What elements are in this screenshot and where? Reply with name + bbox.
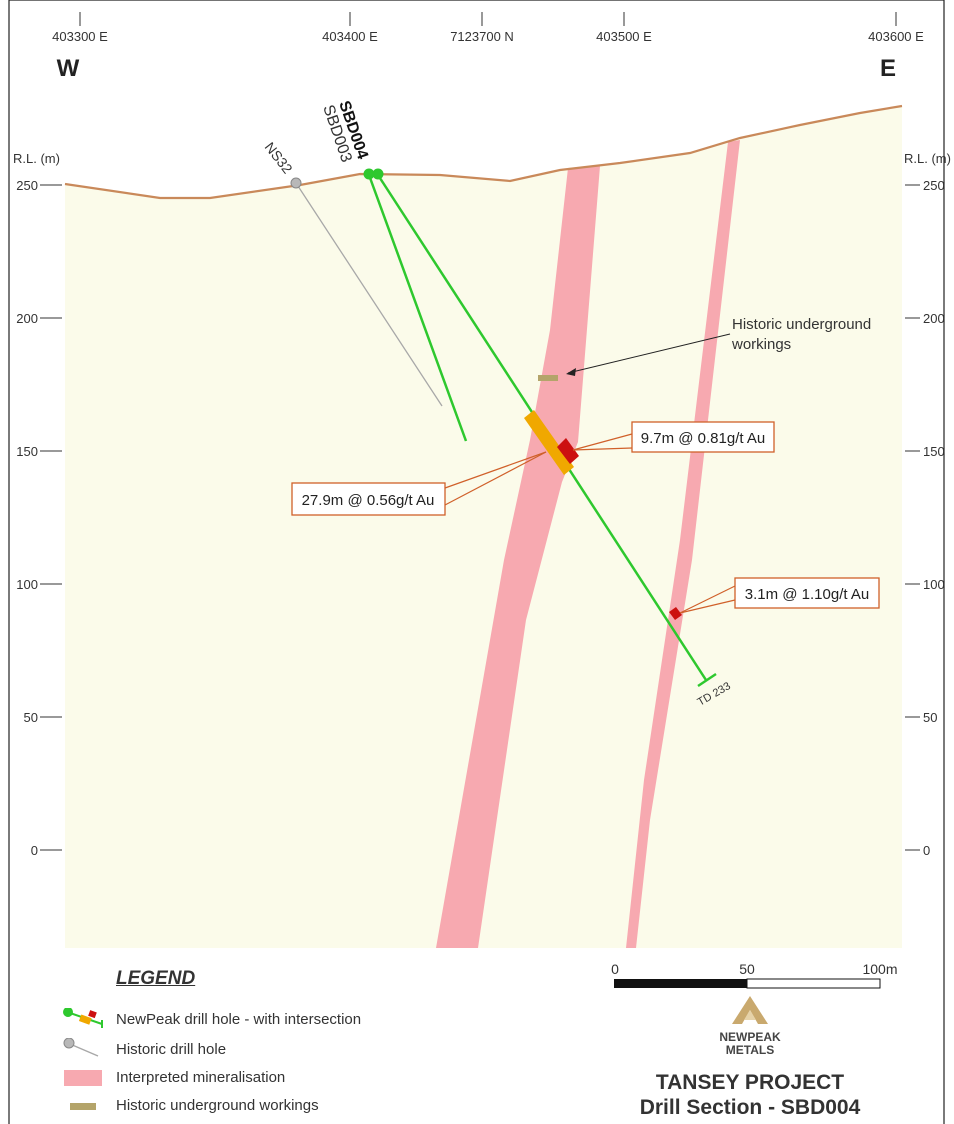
callout-box-3 [734, 577, 880, 609]
rl-tick-left: 50 [24, 710, 38, 725]
project-title-block: TANSEY PROJECT Drill Section - SBD004 [600, 1070, 900, 1120]
callout-text-3: 3.1m @ 1.10g/t Au [745, 586, 869, 603]
historic-drill-hole-icon [63, 1038, 99, 1057]
rl-tick-right: 100 [923, 577, 945, 592]
newpeak-logo: NEWPEAK METALS [690, 994, 810, 1064]
scale-label-0: 0 [611, 961, 619, 977]
rl-label-left: R.L. (m) [13, 151, 60, 166]
callout-leader-3b [679, 599, 736, 614]
scale-segment-white [746, 978, 881, 989]
historic-workings [538, 375, 558, 381]
west-label: W [57, 55, 80, 82]
legend-label: Interpreted mineralisation [116, 1069, 286, 1086]
scale-segment-black [614, 979, 747, 988]
rl-tick-left: 0 [31, 843, 38, 858]
topography-line [64, 104, 903, 200]
callout-box-1 [631, 421, 775, 453]
mineralisation-main [436, 166, 600, 948]
mineralisation-swatch-icon [64, 1070, 102, 1086]
workings-label-line2: workings [731, 336, 791, 353]
workings-pointer [567, 333, 731, 374]
legend-item-workings: Historic underground workings [58, 1094, 478, 1120]
easting-label-1: 403300 E [52, 29, 108, 44]
legend-label: Historic drill hole [116, 1041, 227, 1058]
legend-title: LEGEND [116, 968, 196, 989]
legend-item-mineralisation: Interpreted mineralisation [58, 1066, 478, 1092]
ns32-collar [290, 177, 302, 189]
logo-text-line1: NEWPEAK [719, 1030, 781, 1044]
mineralisation-minor [626, 140, 740, 948]
workings-label-line1: Historic underground [732, 316, 871, 333]
logo-text-line2: METALS [725, 1043, 775, 1057]
project-title: TANSEY PROJECT [655, 1071, 845, 1094]
ns32-label: NS32 [262, 139, 296, 177]
intersection-27-9m [524, 410, 574, 475]
scale-label-50: 50 [739, 961, 755, 977]
east-label: E [880, 55, 896, 82]
callout-leader-1b [572, 447, 633, 451]
rl-tick-right: 150 [923, 444, 945, 459]
sbd004-end-tick [697, 672, 717, 688]
sbd003-collar [363, 168, 375, 180]
rl-tick-right: 50 [923, 710, 937, 725]
easting-label-4: 403600 E [868, 29, 924, 44]
scale-bar-graphic: 0 50 100m [611, 961, 898, 989]
legend-label: NewPeak drill hole - with intersection [116, 1011, 362, 1028]
callout-text-1: 9.7m @ 0.81g/t Au [641, 430, 765, 447]
callout-leader-3 [679, 585, 736, 614]
easting-label-3: 403500 E [596, 29, 652, 44]
rl-axis-left [40, 184, 62, 851]
legend-item-newpeak: NewPeak drill hole - with intersection [58, 1008, 478, 1034]
workings-arrowhead [566, 368, 576, 376]
ground-area [65, 106, 902, 948]
easting-ticks [79, 12, 897, 26]
callout-text-2: 27.9m @ 0.56g/t Au [302, 492, 435, 509]
easting-label-2: 403400 E [322, 29, 378, 44]
rl-tick-right: 250 [923, 178, 945, 193]
callout-leader-2b [444, 451, 547, 506]
sbd004-collar [372, 168, 384, 180]
ns32-drill-trace [295, 182, 443, 407]
scale-label-100: 100m [862, 961, 897, 977]
sbd003-drill-trace [367, 174, 468, 442]
callout-box-2 [291, 482, 446, 516]
workings-swatch-icon [70, 1103, 96, 1110]
rl-tick-right: 0 [923, 843, 930, 858]
newpeak-drill-hole-icon [63, 1008, 103, 1028]
rl-tick-left: 150 [16, 444, 38, 459]
rl-tick-left: 250 [16, 178, 38, 193]
rl-tick-left: 200 [16, 311, 38, 326]
newpeak-mountain-icon [732, 996, 768, 1024]
rl-axis-right [905, 184, 920, 851]
rl-tick-left: 100 [16, 577, 38, 592]
legend-label: Historic underground workings [116, 1097, 319, 1114]
northing-label: 7123700 N [450, 29, 514, 44]
intersection-3-1m [669, 607, 682, 620]
legend-item-historic-hole: Historic drill hole [58, 1038, 478, 1064]
project-subtitle: Drill Section - SBD004 [639, 1096, 861, 1119]
scale-bar: 0 50 100m [590, 958, 910, 998]
rl-tick-right: 200 [923, 311, 945, 326]
callout-leader-1 [572, 433, 633, 451]
rl-label-right: R.L. (m) [904, 151, 951, 166]
callout-leader-2 [444, 451, 547, 489]
intersection-9-7m [557, 438, 579, 464]
